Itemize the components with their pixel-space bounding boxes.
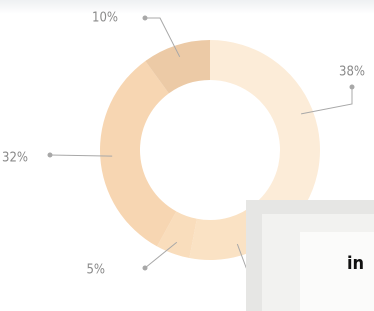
leader-dot [350, 85, 355, 90]
value-label: 10% [92, 11, 118, 26]
overlay-text: in [347, 253, 364, 274]
leader-dot [48, 153, 53, 158]
value-label: 38% [339, 65, 365, 80]
screenshot: 38% 5% 32% 10% in [0, 0, 374, 311]
leader-dot [143, 16, 148, 21]
leader-dot [143, 266, 148, 271]
value-label: 32% [2, 151, 28, 166]
top-fade [0, 0, 374, 14]
value-label: 5% [86, 263, 105, 278]
donut-segment [100, 61, 176, 246]
overlay-card: in [246, 200, 374, 311]
